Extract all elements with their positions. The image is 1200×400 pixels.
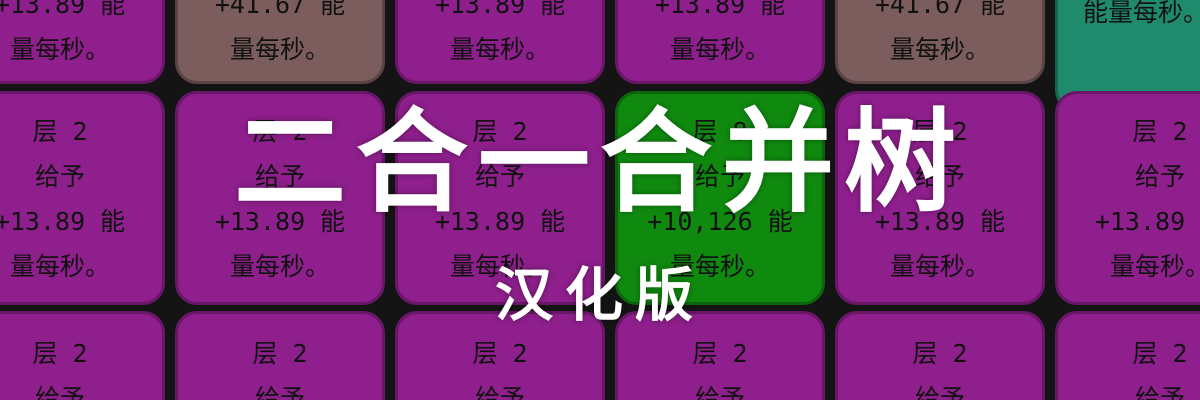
tile[interactable]: 层 8 给予 +10,126 能量每秒。 [615, 91, 825, 305]
tile-text: +13.89 能 [0, 207, 126, 236]
tile-text: 量每秒。 [449, 35, 550, 64]
tile-text: 层 2 [1132, 339, 1188, 368]
tile[interactable]: +13.89 能量每秒。 [395, 0, 605, 84]
tile[interactable]: 层 2 给予 [175, 311, 385, 400]
tile[interactable]: 层 2 给予 +13.89 能量每秒。 [175, 91, 385, 305]
tile-text: +13.89 能 [214, 207, 346, 236]
game-subtitle: 汉化版 [494, 261, 705, 329]
tile-text: 层 8 [692, 117, 748, 146]
tile-text: +13.89 能 [1094, 207, 1200, 236]
tile-text: 量每秒。 [9, 35, 110, 64]
tile-text: +13.89 能 [654, 0, 786, 19]
tile-text: +41.67 能 [214, 0, 346, 19]
tile-text: 量每秒。 [669, 35, 770, 64]
tile[interactable]: 层 2 给予 +13.89 能量每秒。 [0, 91, 165, 305]
tile-text: +13.89 能 [434, 207, 566, 236]
tile-text: 给予 [1134, 162, 1185, 191]
tile[interactable]: 层 2 给予 [835, 311, 1045, 400]
tile-text: 量每秒。 [889, 35, 990, 64]
tile[interactable]: 层 2 给予 +13.89 能量每秒。 [395, 91, 605, 305]
tile-text: 量每秒。 [669, 252, 770, 281]
tile-text: 层 2 [32, 339, 88, 368]
tile-text: +13.89 能 [0, 0, 126, 19]
tile-text: 量每秒。 [229, 252, 330, 281]
tile-text: +10,126 能 [647, 207, 793, 236]
game-title: 二合一合并树 [234, 98, 966, 228]
tile-text: 量每秒。 [889, 252, 990, 281]
tile[interactable]: +41.67 能量每秒。 [835, 0, 1045, 84]
tile[interactable]: 层 2 给予 +13.89 能量每秒。 [1055, 91, 1200, 305]
tile-text: 层 2 [472, 117, 528, 146]
tile-text: 给予 [694, 384, 745, 400]
tile[interactable]: 层 2 给予 +13.89 能量每秒。 [835, 91, 1045, 305]
tile-text: +13.89 能 [874, 207, 1006, 236]
tile-text: +41.67 能 [874, 0, 1006, 19]
tile-text: 给予 [474, 162, 525, 191]
tile-text: 量每秒。 [449, 252, 550, 281]
tile[interactable]: +13.89 能量每秒。 [615, 0, 825, 84]
tile-text: 给予 [474, 384, 525, 400]
tile[interactable]: 层 2 给予 [0, 311, 165, 400]
tile-text: 给予 [34, 162, 85, 191]
tile-text: 给予 [254, 162, 305, 191]
tile-text: 层 2 [1132, 117, 1188, 146]
tile-text: 量每秒。 [1109, 252, 1200, 281]
tile-text: 能量每秒。 [1083, 0, 1200, 27]
tile-text: 给予 [914, 384, 965, 400]
tile-text: 给予 [694, 162, 745, 191]
tile[interactable]: 层 2 给予 [1055, 311, 1200, 400]
tile-text: +13.89 能 [434, 0, 566, 19]
tile[interactable]: +41.67 能量每秒。 [175, 0, 385, 84]
tile-text: 给予 [1134, 384, 1185, 400]
tile[interactable]: +13.89 能量每秒。 [0, 0, 165, 84]
tile-text: 给予 [254, 384, 305, 400]
tile-text: 层 2 [252, 117, 308, 146]
tile-text: 层 2 [692, 339, 748, 368]
tile-text: 量每秒。 [9, 252, 110, 281]
tile-text: 层 2 [32, 117, 88, 146]
tile[interactable]: 层 2 给予 [615, 311, 825, 400]
tile-text: 层 2 [472, 339, 528, 368]
tile[interactable]: 层 2 给予 [395, 311, 605, 400]
tile-text: 层 2 [252, 339, 308, 368]
tile-text: 给予 [914, 162, 965, 191]
tile-text: 层 2 [912, 339, 968, 368]
tile-text: 层 2 [912, 117, 968, 146]
tile-text: 量每秒。 [229, 35, 330, 64]
tile-text: 给予 [34, 384, 85, 400]
